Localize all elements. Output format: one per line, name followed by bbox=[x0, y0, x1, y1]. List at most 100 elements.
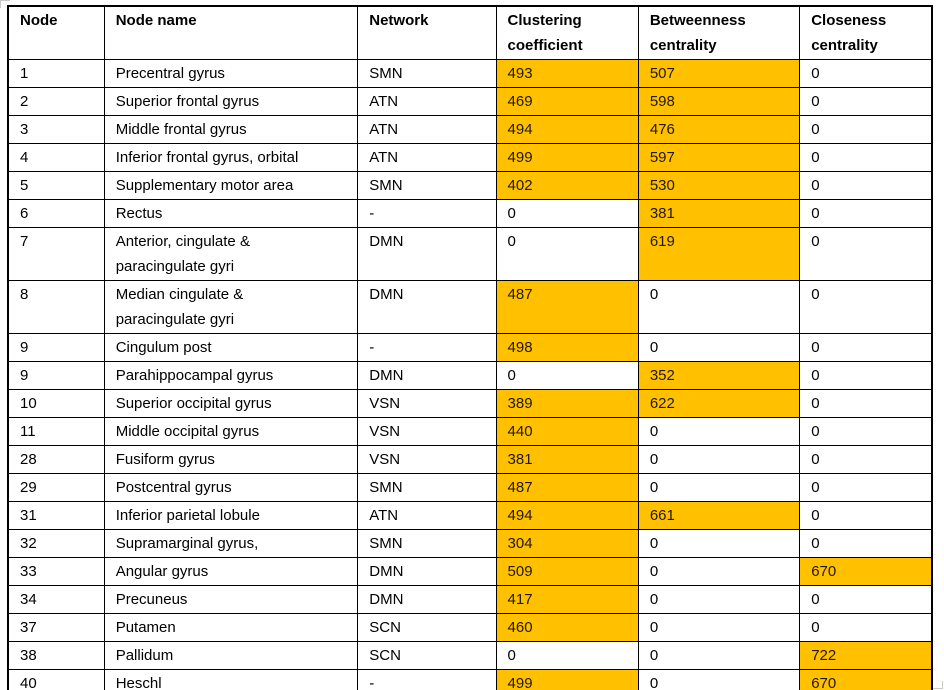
node-id-cell: 31 bbox=[7, 501, 105, 530]
node-id-cell: 3 bbox=[7, 115, 105, 144]
table-row: 8 Median cingulate & paracingulate gyri … bbox=[7, 280, 933, 334]
closeness-centrality-value: 0 bbox=[811, 451, 820, 468]
table-row: 9 Cingulum post - 498 0 0 bbox=[7, 333, 933, 362]
network-cell: DMN bbox=[357, 280, 497, 334]
betweenness-centrality-cell: 0 bbox=[637, 613, 801, 642]
node-name-cell: Supplementary motor area bbox=[103, 171, 359, 200]
clustering-coefficient-cell: 499 bbox=[495, 669, 639, 690]
node-name-cell: Postcentral gyrus bbox=[103, 473, 359, 502]
clustering-coefficient-cell: 499 bbox=[495, 143, 639, 172]
network-cell: - bbox=[357, 333, 497, 362]
crop-corner-artifact-bottom-right bbox=[933, 681, 943, 689]
closeness-centrality-cell: 0 bbox=[799, 280, 933, 334]
clustering-coefficient-value: 402 bbox=[507, 177, 533, 194]
node-name-cell: Middle frontal gyrus bbox=[103, 115, 359, 144]
clustering-coefficient-cell: 494 bbox=[495, 501, 639, 530]
closeness-centrality-cell: 0 bbox=[799, 473, 933, 502]
node-name-cell: Parahippocampal gyrus bbox=[103, 361, 359, 390]
closeness-centrality-cell: 0 bbox=[799, 171, 933, 200]
betweenness-centrality-cell: 0 bbox=[637, 641, 801, 670]
closeness-centrality-value: 0 bbox=[811, 286, 820, 303]
table-row: 7 Anterior, cingulate & paracingulate gy… bbox=[7, 227, 933, 281]
betweenness-centrality-value: 0 bbox=[649, 675, 659, 690]
clustering-coefficient-value: 440 bbox=[507, 423, 533, 440]
closeness-centrality-cell: 0 bbox=[799, 585, 933, 614]
closeness-centrality-cell: 0 bbox=[799, 361, 933, 390]
node-id-cell: 4 bbox=[7, 143, 105, 172]
node-name-cell: Precuneus bbox=[103, 585, 359, 614]
table-row: 6 Rectus - 0 381 0 bbox=[7, 199, 933, 228]
column-header-node: Node bbox=[7, 5, 105, 60]
network-cell: SMN bbox=[357, 529, 497, 558]
clustering-coefficient-value: 0 bbox=[507, 205, 516, 222]
betweenness-centrality-cell: 0 bbox=[637, 445, 801, 474]
clustering-coefficient-value: 0 bbox=[507, 233, 516, 250]
closeness-centrality-value: 0 bbox=[811, 233, 820, 250]
closeness-centrality-value: 0 bbox=[811, 149, 820, 166]
table-row: 1 Precentral gyrus SMN 493 507 0 bbox=[7, 59, 933, 88]
node-id-cell: 38 bbox=[7, 641, 105, 670]
betweenness-centrality-value: 598 bbox=[649, 93, 675, 110]
clustering-coefficient-cell: 498 bbox=[495, 333, 639, 362]
betweenness-centrality-value: 0 bbox=[649, 535, 659, 552]
table-row: 5 Supplementary motor area SMN 402 530 0 bbox=[7, 171, 933, 200]
closeness-centrality-cell: 0 bbox=[799, 227, 933, 281]
betweenness-centrality-cell: 352 bbox=[637, 361, 801, 390]
node-id-cell: 1 bbox=[7, 59, 105, 88]
betweenness-centrality-value: 0 bbox=[649, 591, 659, 608]
table-row: 10 Superior occipital gyrus VSN 389 622 … bbox=[7, 389, 933, 418]
node-name-cell: Putamen bbox=[103, 613, 359, 642]
closeness-centrality-value: 0 bbox=[811, 535, 820, 552]
network-cell: SCN bbox=[357, 641, 497, 670]
betweenness-centrality-cell: 597 bbox=[637, 143, 801, 172]
betweenness-centrality-cell: 619 bbox=[637, 227, 801, 281]
clustering-coefficient-cell: 381 bbox=[495, 445, 639, 474]
clustering-coefficient-cell: 304 bbox=[495, 529, 639, 558]
clustering-coefficient-cell: 0 bbox=[495, 227, 639, 281]
clustering-coefficient-cell: 494 bbox=[495, 115, 639, 144]
node-name-cell: Precentral gyrus bbox=[103, 59, 359, 88]
network-cell: ATN bbox=[357, 143, 497, 172]
node-id-cell: 8 bbox=[7, 280, 105, 334]
table-row: 40 Heschl - 499 0 670 bbox=[7, 669, 933, 690]
table-row: 38 Pallidum SCN 0 0 722 bbox=[7, 641, 933, 670]
node-id-cell: 37 bbox=[7, 613, 105, 642]
node-name-cell: Middle occipital gyrus bbox=[103, 417, 359, 446]
clustering-coefficient-cell: 469 bbox=[495, 87, 639, 116]
closeness-centrality-value: 0 bbox=[811, 367, 820, 384]
betweenness-centrality-value: 619 bbox=[649, 233, 675, 250]
node-id-cell: 9 bbox=[7, 361, 105, 390]
node-id-cell: 34 bbox=[7, 585, 105, 614]
closeness-centrality-value: 0 bbox=[811, 65, 820, 82]
clustering-coefficient-value: 493 bbox=[507, 65, 533, 82]
betweenness-centrality-cell: 0 bbox=[637, 529, 801, 558]
node-metrics-table: Node Node name Network Clustering coeffi… bbox=[7, 5, 933, 690]
network-cell: VSN bbox=[357, 445, 497, 474]
node-id-cell: 6 bbox=[7, 199, 105, 228]
closeness-centrality-cell: 0 bbox=[799, 59, 933, 88]
betweenness-centrality-value: 0 bbox=[649, 339, 659, 356]
column-header-network: Network bbox=[357, 5, 497, 60]
clustering-coefficient-cell: 460 bbox=[495, 613, 639, 642]
clustering-coefficient-cell: 0 bbox=[495, 641, 639, 670]
betweenness-centrality-value: 0 bbox=[649, 563, 659, 580]
table-row: 32 Supramarginal gyrus, SMN 304 0 0 bbox=[7, 529, 933, 558]
network-cell: VSN bbox=[357, 417, 497, 446]
betweenness-centrality-value: 0 bbox=[649, 479, 659, 496]
node-id-cell: 5 bbox=[7, 171, 105, 200]
clustering-coefficient-cell: 0 bbox=[495, 199, 639, 228]
clustering-coefficient-cell: 402 bbox=[495, 171, 639, 200]
network-cell: SMN bbox=[357, 473, 497, 502]
network-cell: - bbox=[357, 199, 497, 228]
clustering-coefficient-cell: 509 bbox=[495, 557, 639, 586]
closeness-centrality-cell: 0 bbox=[799, 333, 933, 362]
table-row: 2 Superior frontal gyrus ATN 469 598 0 bbox=[7, 87, 933, 116]
closeness-centrality-value: 0 bbox=[811, 121, 820, 138]
betweenness-centrality-cell: 598 bbox=[637, 87, 801, 116]
betweenness-centrality-value: 0 bbox=[649, 286, 659, 303]
betweenness-centrality-value: 0 bbox=[649, 423, 659, 440]
node-name-cell: Inferior parietal lobule bbox=[103, 501, 359, 530]
clustering-coefficient-value: 0 bbox=[507, 647, 516, 664]
network-cell: DMN bbox=[357, 361, 497, 390]
closeness-centrality-cell: 0 bbox=[799, 143, 933, 172]
